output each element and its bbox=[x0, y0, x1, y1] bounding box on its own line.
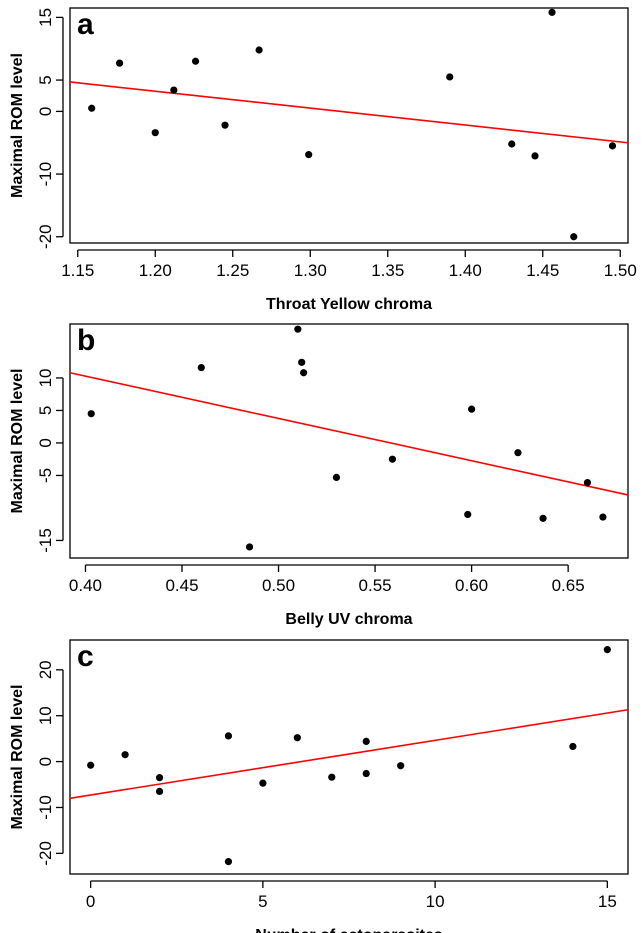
panel-letter: a bbox=[77, 8, 94, 41]
data-point bbox=[221, 121, 229, 129]
y-tick-label: -20 bbox=[36, 224, 55, 249]
data-point bbox=[569, 742, 577, 751]
plot-frame bbox=[69, 639, 629, 875]
data-point bbox=[397, 762, 405, 770]
data-point bbox=[87, 761, 95, 769]
x-tick-label: 1.30 bbox=[294, 261, 327, 280]
x-tick-label: 1.40 bbox=[449, 261, 482, 280]
y-tick-label: 0 bbox=[36, 438, 55, 447]
x-tick-label: 0.60 bbox=[455, 576, 488, 595]
x-tick-label: 1.35 bbox=[371, 261, 404, 280]
panel-b: 0.40 0.45 0.50 0.55 0.60 0.65 Belly UV chroma -… bbox=[9, 323, 629, 628]
x-axis-label: Belly UV chroma bbox=[285, 611, 412, 628]
data-point bbox=[514, 449, 522, 457]
data-point bbox=[362, 769, 370, 778]
y-axis-label: Maximal ROM level bbox=[9, 685, 26, 830]
y-tick-label: -5 bbox=[36, 468, 55, 483]
data-point bbox=[570, 233, 578, 241]
x-tick-label: 0.55 bbox=[359, 576, 392, 595]
x-tick-label: 10 bbox=[426, 892, 445, 911]
data-point bbox=[294, 325, 302, 333]
y-tick-label: 20 bbox=[36, 660, 55, 679]
panel-letter: c bbox=[77, 640, 94, 673]
x-tick-label: 15 bbox=[598, 892, 617, 911]
panel-letter: b bbox=[77, 324, 95, 357]
data-point bbox=[255, 46, 263, 54]
x-tick-label: 5 bbox=[258, 892, 267, 911]
y-tick-label: 5 bbox=[36, 406, 55, 415]
data-point bbox=[608, 142, 617, 150]
data-point bbox=[259, 779, 267, 787]
data-point bbox=[155, 774, 164, 782]
data-point bbox=[539, 514, 547, 522]
y-tick-label: 0 bbox=[36, 757, 55, 766]
x-tick-label: 1.25 bbox=[216, 261, 249, 280]
data-point bbox=[245, 543, 254, 551]
x-tick-label: 0.65 bbox=[552, 576, 585, 595]
data-point bbox=[548, 8, 556, 16]
data-point bbox=[88, 104, 96, 112]
y-tick-label: -15 bbox=[36, 528, 55, 553]
data-point bbox=[328, 773, 336, 781]
plot-frame bbox=[69, 323, 629, 559]
data-point bbox=[583, 479, 592, 487]
y-tick-label: 0 bbox=[36, 107, 55, 116]
x-tick-label: 0.50 bbox=[262, 576, 295, 595]
y-axis-label: Maximal ROM level bbox=[9, 53, 26, 198]
panel-c: 0 5 10 15 Number of ectoparasites -20 -10 0 10 20… bbox=[9, 639, 629, 933]
data-point bbox=[298, 358, 306, 366]
plot-frame bbox=[69, 7, 629, 244]
data-point bbox=[508, 140, 516, 148]
regression-line bbox=[69, 81, 629, 144]
y-tick-label: -20 bbox=[36, 841, 55, 866]
data-point bbox=[116, 59, 124, 67]
data-point bbox=[332, 473, 341, 481]
x-tick-label: 1.15 bbox=[61, 261, 94, 280]
panel-a: 1.15 1.20 1.25 1.30 1.35 1.40 1.45 1.50 Throat Y… bbox=[9, 7, 637, 313]
data-point bbox=[531, 152, 539, 160]
data-point bbox=[170, 86, 178, 94]
data-point bbox=[388, 455, 397, 463]
x-axis-label: Number of ectoparasites bbox=[255, 927, 443, 933]
data-point bbox=[464, 510, 472, 519]
data-point bbox=[293, 734, 301, 742]
data-point bbox=[155, 787, 164, 796]
y-tick-label: 15 bbox=[36, 8, 55, 27]
data-point bbox=[224, 732, 233, 740]
y-tick-label: 10 bbox=[36, 706, 55, 725]
regression-line bbox=[69, 708, 629, 800]
data-point bbox=[362, 737, 370, 746]
y-tick-label: -10 bbox=[36, 795, 55, 820]
y-tick-label: -10 bbox=[36, 162, 55, 187]
data-point bbox=[468, 405, 476, 413]
x-tick-label: 1.20 bbox=[139, 261, 172, 280]
x-tick-label: 0 bbox=[86, 892, 95, 911]
x-tick-label: 1.50 bbox=[604, 261, 637, 280]
y-tick-label: 10 bbox=[36, 368, 55, 387]
x-axis-label: Throat Yellow chroma bbox=[266, 296, 432, 313]
data-point bbox=[224, 858, 233, 866]
data-point bbox=[603, 646, 611, 654]
data-point bbox=[191, 57, 200, 65]
data-point bbox=[87, 410, 95, 418]
data-point bbox=[121, 751, 129, 759]
data-point bbox=[446, 73, 454, 81]
data-point bbox=[305, 151, 313, 159]
x-tick-label: 0.45 bbox=[165, 576, 198, 595]
data-point bbox=[151, 129, 159, 137]
data-point bbox=[197, 363, 205, 372]
data-point bbox=[300, 369, 308, 377]
x-tick-label: 1.45 bbox=[526, 261, 559, 280]
regression-line bbox=[69, 371, 629, 496]
data-point bbox=[599, 513, 607, 521]
y-tick-label: 5 bbox=[36, 75, 55, 84]
x-tick-label: 0.40 bbox=[69, 576, 102, 595]
y-axis-label: Maximal ROM level bbox=[9, 369, 26, 514]
